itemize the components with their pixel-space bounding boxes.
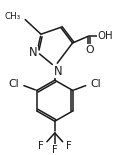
Text: F: F bbox=[38, 141, 43, 151]
Text: N: N bbox=[28, 46, 37, 59]
Text: F: F bbox=[65, 141, 71, 151]
Text: F: F bbox=[51, 145, 57, 155]
Text: O: O bbox=[84, 45, 93, 55]
Text: CH₃: CH₃ bbox=[4, 12, 20, 21]
Text: N: N bbox=[53, 65, 62, 78]
Text: Cl: Cl bbox=[9, 79, 19, 89]
Text: Cl: Cl bbox=[89, 79, 100, 89]
Text: OH: OH bbox=[96, 31, 112, 41]
